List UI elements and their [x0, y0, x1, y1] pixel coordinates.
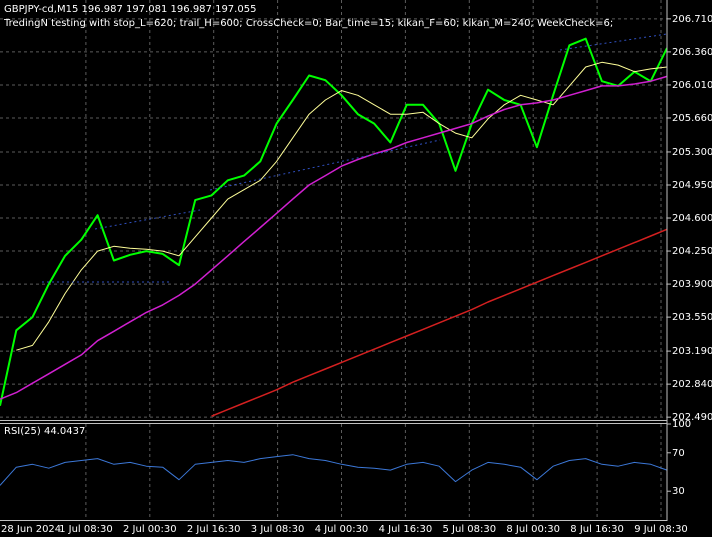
x-tick-label: 2 Jul 00:30 [123, 524, 177, 535]
y-tick-label: 203.550 [672, 312, 712, 323]
series-line [0, 75, 668, 400]
y-tick-label: 206.010 [672, 80, 712, 91]
x-tick-label: 5 Jul 08:30 [442, 524, 496, 535]
y-tick-label: 30 [672, 486, 685, 497]
series-line [0, 37, 668, 407]
y-tick-label: 204.950 [672, 180, 712, 191]
y-tick-label: 206.710 [672, 14, 712, 25]
x-tick-label: 3 Jul 08:30 [251, 524, 305, 535]
x-tick-label: 1 Jul 08:30 [59, 524, 113, 535]
x-tick-label: 8 Jul 16:30 [570, 524, 624, 535]
y-tick-label: 202.490 [672, 412, 712, 423]
y-tick-label: 203.190 [672, 346, 712, 357]
x-tick-label: 4 Jul 16:30 [379, 524, 433, 535]
series-line [0, 454, 668, 486]
y-tick-label: 205.300 [672, 147, 712, 158]
y-tick-label: 203.900 [672, 279, 712, 290]
x-tick-label: 2 Jul 16:30 [187, 524, 241, 535]
y-tick-label: 204.600 [672, 213, 712, 224]
rsi-label: RSI(25) 44.0437 [4, 426, 85, 437]
axes: 206.710 206.360 206.010 205.660 205.300 204.9… [1, 14, 712, 535]
x-tick-label: 4 Jul 00:30 [315, 524, 369, 535]
y-tick-label: 205.660 [672, 113, 712, 124]
grid [0, 0, 667, 520]
y-tick-label: 204.250 [672, 246, 712, 257]
y-tick-label: 202.840 [672, 379, 712, 390]
x-tick-label: 28 Jun 2024 [1, 524, 61, 535]
y-tick-label: 206.360 [672, 47, 712, 58]
signal-line [209, 139, 441, 191]
axis-bg [0, 521, 712, 537]
y-tick-label: 70 [672, 448, 685, 459]
x-tick-label: 8 Jul 00:30 [506, 524, 560, 535]
plot [0, 37, 668, 486]
symbol-info: GBPJPY-cd,M15 196.987 197.081 196.987 19… [4, 4, 256, 15]
axis-bg [667, 0, 712, 537]
x-tick-label: 9 Jul 08:30 [634, 524, 688, 535]
ea-info: TredingN testing with stop_L=620; trail_… [3, 18, 613, 29]
series-line [211, 228, 668, 417]
y-tick-label: 100 [672, 419, 691, 430]
signal-line [559, 33, 668, 51]
